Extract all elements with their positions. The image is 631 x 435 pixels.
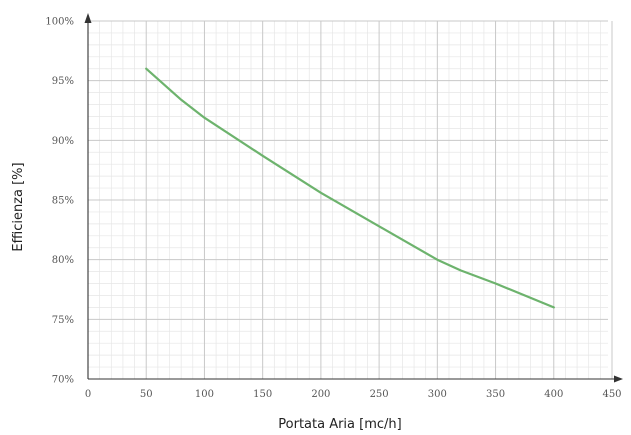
y-axis-arrow xyxy=(84,13,92,23)
x-axis-title: Portata Aria [mc/h] xyxy=(278,417,401,432)
y-axis-title: Efficienza [%] xyxy=(11,162,26,251)
y-tick-label: 90% xyxy=(52,136,74,147)
x-tick-label: 200 xyxy=(311,389,330,400)
x-tick-label: 0 xyxy=(85,389,91,400)
y-tick-label: 80% xyxy=(52,255,74,266)
x-tick-label: 50 xyxy=(140,389,153,400)
y-tick-label: 85% xyxy=(52,196,74,207)
x-tick-label: 450 xyxy=(602,389,621,400)
y-tick-label: 70% xyxy=(52,375,74,386)
series-layer xyxy=(145,67,555,309)
x-tick-label: 300 xyxy=(428,389,447,400)
efficiency-series-line xyxy=(145,67,555,309)
x-tick-label: 100 xyxy=(195,389,214,400)
grid xyxy=(88,20,613,379)
x-tick-label: 150 xyxy=(253,389,272,400)
x-axis-arrow xyxy=(614,375,623,383)
tick-labels: 0 50 100 150 200 250 300 350 400 450 70% 75% 80% 85% 9… xyxy=(45,17,621,401)
x-tick-label: 250 xyxy=(370,389,389,400)
x-tick-label: 400 xyxy=(544,389,563,400)
y-tick-label: 100% xyxy=(45,17,74,28)
y-tick-label: 95% xyxy=(52,76,74,87)
x-tick-label: 350 xyxy=(486,389,505,400)
axes xyxy=(84,13,623,383)
y-tick-label: 75% xyxy=(52,315,74,326)
